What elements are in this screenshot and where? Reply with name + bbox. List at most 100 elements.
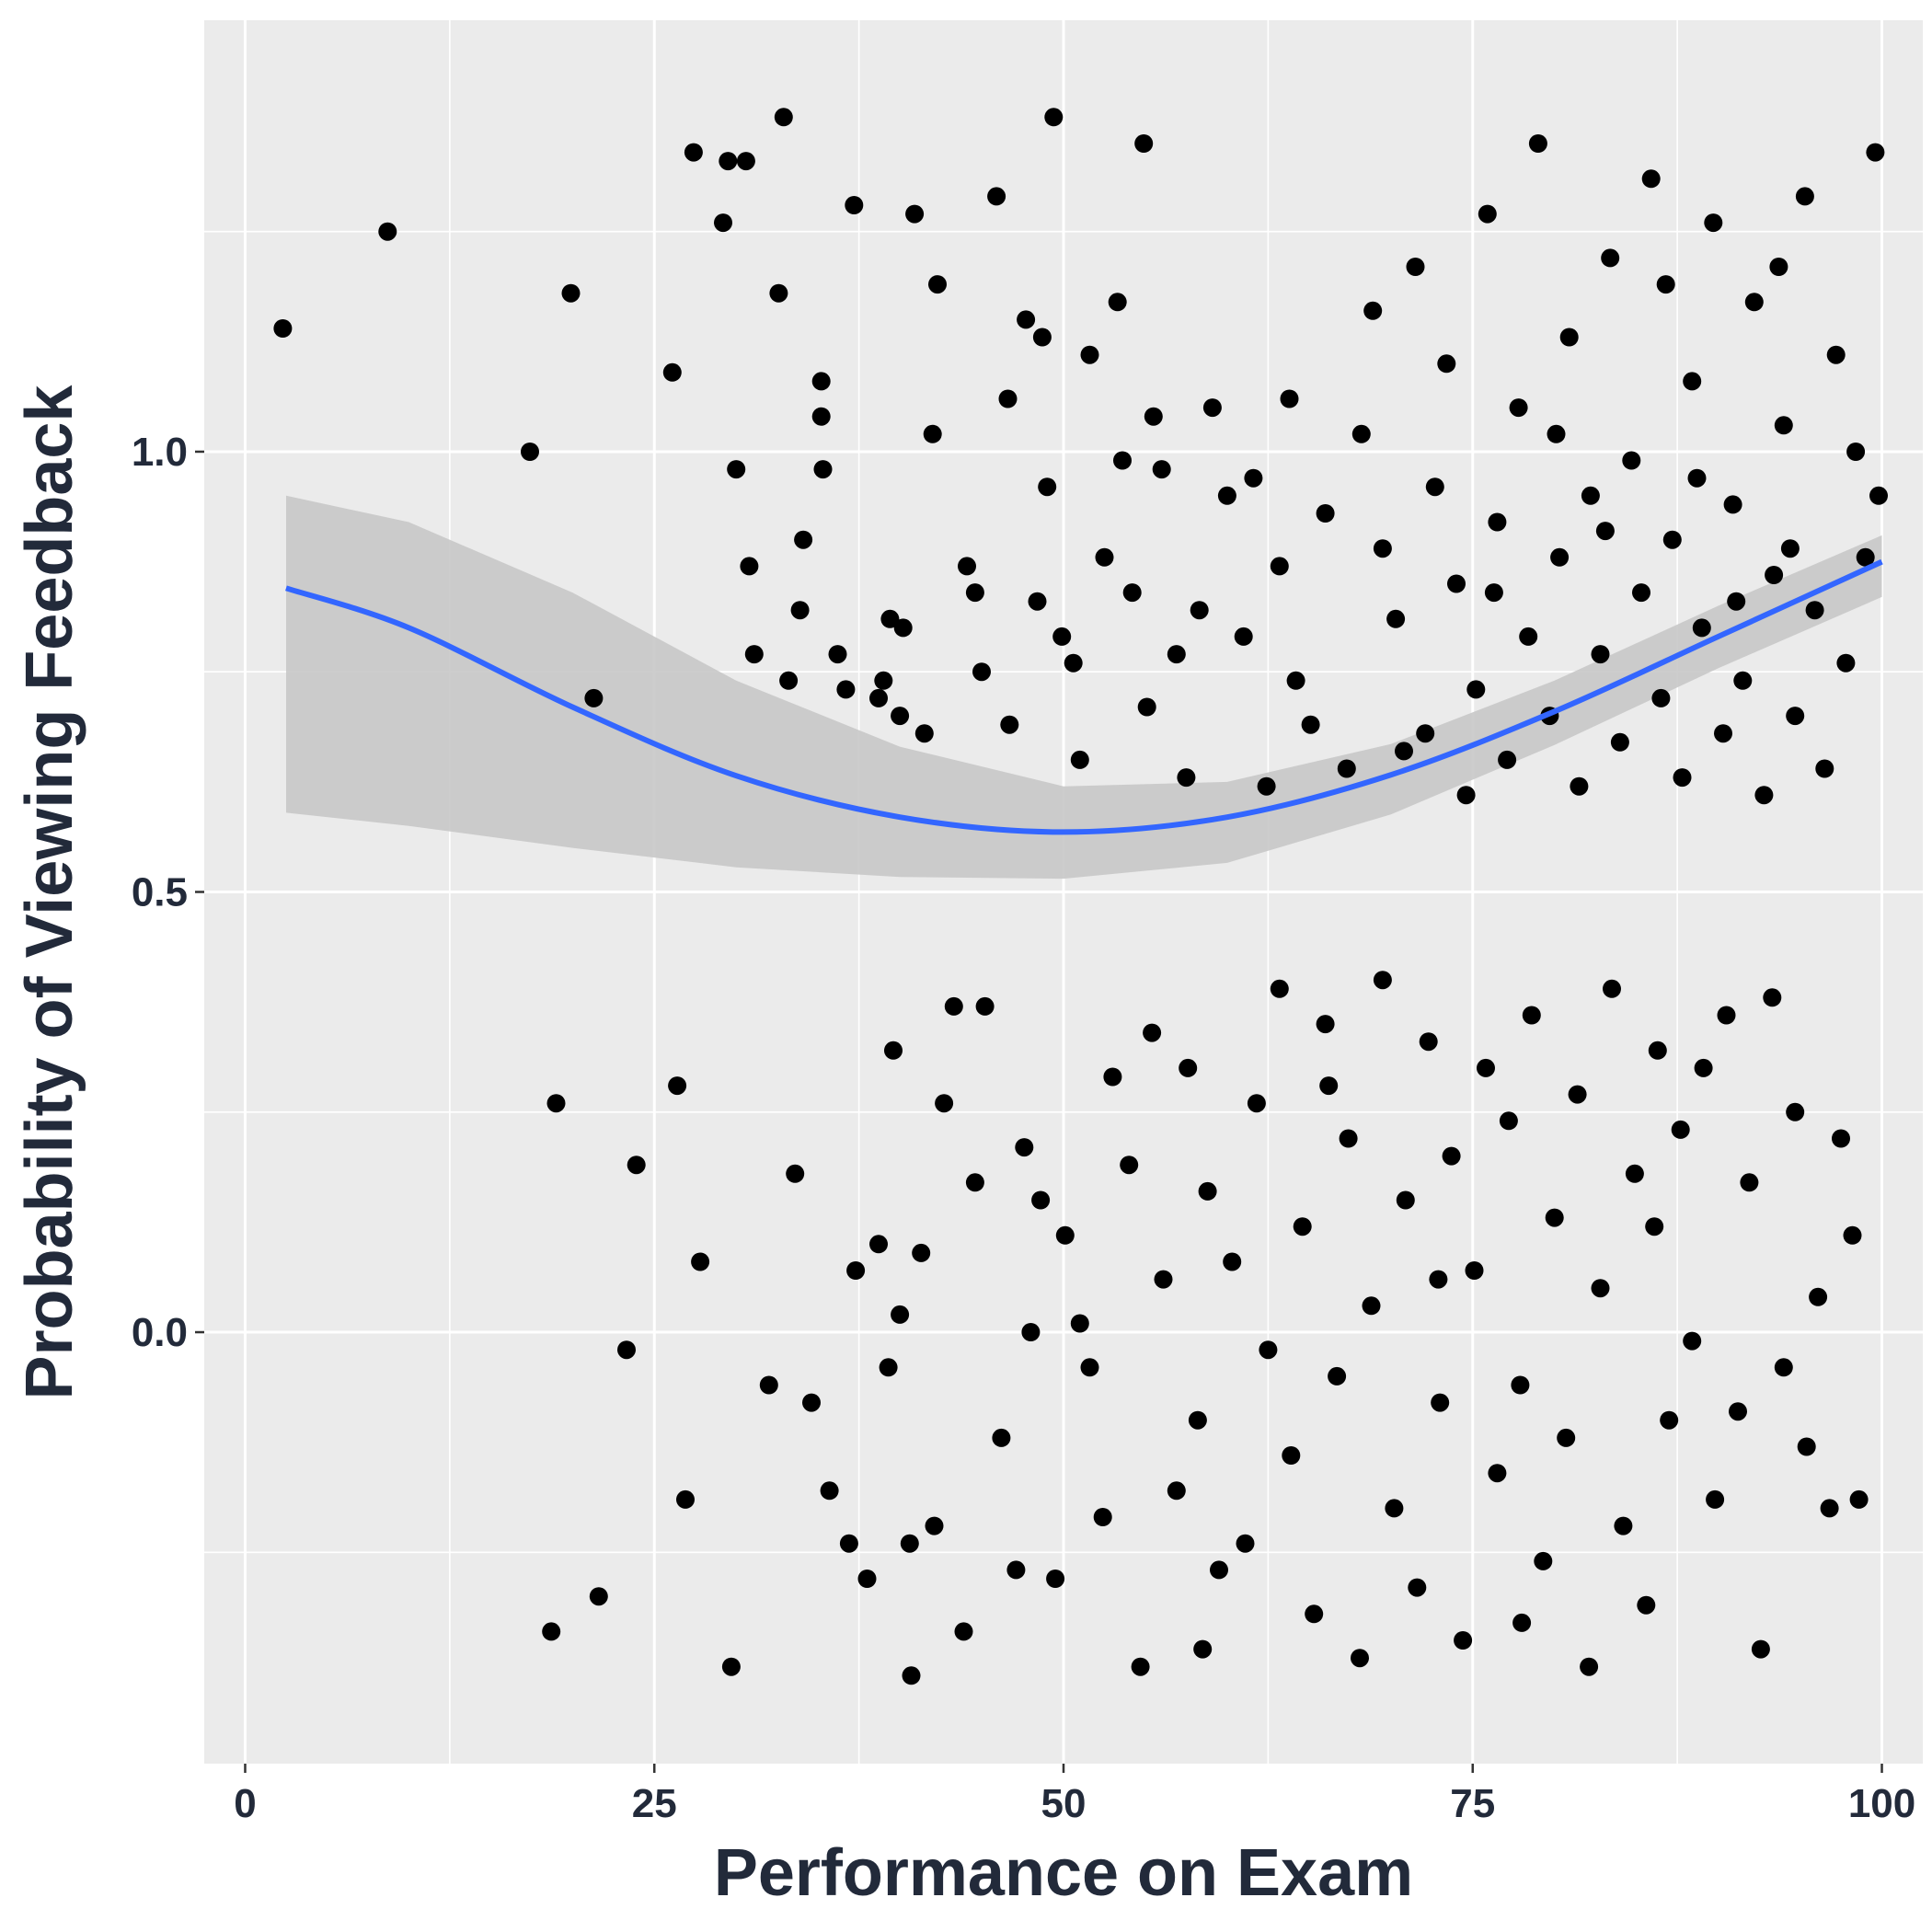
data-point: [975, 996, 995, 1016]
data-point: [1406, 258, 1425, 276]
data-point: [1687, 468, 1707, 488]
data-point: [1622, 451, 1641, 470]
data-point: [378, 222, 397, 241]
data-point: [1046, 1570, 1065, 1588]
data-point: [1006, 1560, 1026, 1580]
data-point: [1528, 134, 1547, 153]
data-point: [1717, 1006, 1736, 1025]
data-point: [691, 1252, 710, 1271]
data-point: [1809, 1287, 1828, 1306]
data-point: [1120, 1156, 1139, 1175]
data-point: [1774, 416, 1793, 435]
data-point: [684, 143, 703, 162]
data-point: [874, 671, 893, 690]
data-point: [1512, 1613, 1532, 1632]
data-point: [1610, 732, 1629, 752]
data-point: [779, 671, 799, 690]
data-point: [802, 1393, 821, 1412]
data-point: [1442, 1146, 1461, 1166]
data-point: [857, 1570, 877, 1588]
data-point: [891, 707, 910, 726]
data-point: [925, 1516, 944, 1535]
data-point: [1595, 522, 1615, 541]
data-point: [1328, 1366, 1347, 1386]
data-point: [1869, 486, 1888, 505]
data-point: [1522, 1006, 1541, 1025]
data-point: [1641, 169, 1661, 189]
data-point: [584, 688, 604, 707]
data-point: [958, 557, 976, 576]
data-point: [1706, 1489, 1725, 1509]
data-point: [1134, 134, 1154, 153]
data-point: [1093, 1508, 1112, 1526]
data-point: [1692, 618, 1711, 638]
x-tick-label: 100: [1848, 1781, 1915, 1826]
data-point: [1765, 566, 1784, 584]
data-point: [1316, 504, 1335, 523]
x-tick-label: 0: [234, 1781, 256, 1826]
data-point: [1080, 345, 1099, 364]
data-point: [1694, 1058, 1713, 1077]
data-point: [1015, 1138, 1034, 1157]
data-point: [1651, 688, 1671, 707]
data-point: [1143, 1023, 1162, 1042]
data-point: [1152, 460, 1171, 479]
data-point: [820, 1481, 839, 1501]
data-point: [719, 152, 738, 171]
grid: [204, 20, 1923, 1764]
data-point: [1704, 213, 1723, 233]
data-point: [912, 1243, 931, 1262]
data-point: [1385, 1499, 1404, 1518]
data-point: [546, 1094, 566, 1113]
data-point: [1637, 1595, 1656, 1615]
data-point: [1223, 1252, 1242, 1271]
data-point: [1591, 1279, 1610, 1298]
data-point: [1591, 645, 1610, 664]
data-point: [1236, 1534, 1255, 1553]
data-point: [1270, 979, 1289, 998]
data-point: [1645, 1217, 1664, 1236]
data-point: [1021, 1323, 1041, 1341]
data-point: [1064, 653, 1083, 673]
data-point: [794, 530, 813, 549]
data-point: [1488, 512, 1507, 532]
data-point: [839, 1534, 858, 1553]
data-point: [813, 460, 833, 479]
data-point: [1547, 424, 1566, 443]
data-point: [1477, 1058, 1495, 1077]
data-point: [668, 1076, 687, 1096]
data-point: [1683, 1331, 1702, 1351]
data-point: [1836, 653, 1856, 673]
data-point: [1031, 1190, 1051, 1210]
y-tick-label: 0.0: [132, 1310, 188, 1355]
data-point: [900, 1534, 919, 1553]
confidence-band: [286, 495, 1882, 880]
data-point: [1614, 1516, 1633, 1535]
x-tick-label: 50: [1041, 1781, 1087, 1826]
data-point: [1550, 547, 1570, 567]
data-point: [1557, 1428, 1576, 1447]
data-point: [1419, 1032, 1438, 1052]
data-point: [1797, 1437, 1816, 1456]
data-point: [589, 1587, 608, 1606]
data-point: [1198, 1181, 1217, 1201]
data-point: [1437, 354, 1456, 374]
data-point: [1478, 204, 1497, 224]
data-point: [1671, 1120, 1690, 1139]
data-point: [1431, 1393, 1450, 1412]
data-point: [1826, 345, 1846, 364]
data-point: [1509, 398, 1528, 418]
data-point: [521, 443, 539, 461]
data-point: [1103, 1067, 1122, 1087]
data-point: [1740, 1173, 1759, 1192]
data-point: [1498, 750, 1517, 769]
data-point: [1351, 424, 1371, 443]
data-point: [662, 362, 682, 382]
y-tick-label: 1.0: [132, 430, 188, 475]
data-point: [1488, 1464, 1507, 1483]
data-point: [1137, 697, 1156, 717]
data-point: [759, 1375, 778, 1395]
data-point: [1386, 609, 1406, 628]
data-point: [1729, 1402, 1747, 1421]
